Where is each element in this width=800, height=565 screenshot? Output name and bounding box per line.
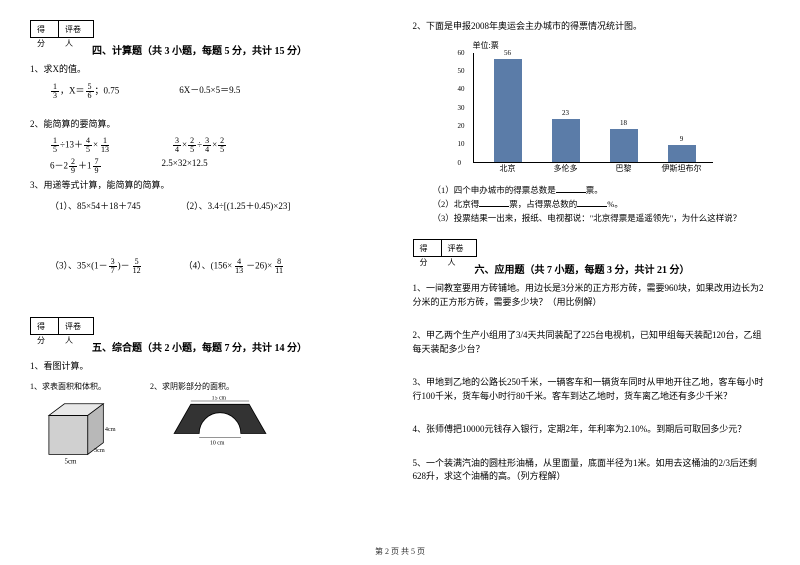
q6-4: 4、张师傅把10000元钱存入银行，定期2年，年利率为2.10%。到期后可取回多… [413,423,771,437]
q6-2: 2、甲乙两个生产小组用了3/4天共同装配了225台电视机，已知甲组每天装配120… [413,329,771,356]
arch-svg: 15 cm 10 cm [170,396,270,446]
bar-chart: 单位:票 010203040506056北京23多伦多18巴黎9伊斯坦布尔 [453,40,771,163]
q4-3a: （1）、85×54＋18＋745 [50,199,141,212]
section4-header: 得分 评卷人 [30,20,388,42]
q6-1: 1、一间教室要用方砖铺地。用边长是3分米的正方形方砖，需要960块，如果改用边长… [413,282,771,309]
q4-3-r1: （1）、85×54＋18＋745 （2）、3.4÷[(1.25＋0.45)×23… [50,199,388,212]
score-box: 得分 评卷人 [30,20,94,38]
figure-cube: 1、求表面积和体积。 5cm 4cm 3cm [30,381,120,466]
q4-3b: （2）、3.4÷[(1.25＋0.45)×23] [181,199,291,212]
left-column: 得分 评卷人 四、计算题（共 3 小题，每题 5 分，共计 15 分） 1、求X… [30,20,388,490]
bar-0: 56 [494,59,522,162]
q4-1-row: 13，X＝56；0.75 6X－0.5×5＝9.5 [50,83,388,100]
section6-title: 六、应用题（共 7 小题，每题 3 分，共计 21 分） [475,261,771,276]
score-label: 得分 [30,20,58,38]
page-footer: 第 2 页 共 5 页 [0,546,800,557]
section5-header: 得分 评卷人 [30,317,388,339]
q4-3-r2: （3）、35×(1－37)－512 （4）、(156×413－26)×811 [50,258,388,275]
section5-title: 五、综合题（共 2 小题，每题 7 分，共计 14 分） [92,339,388,354]
cube-svg: 5cm 4cm 3cm [40,396,120,466]
q4-2-r1: 15÷13＋45×113 34×25÷34×25 [50,137,388,154]
q4-2-r1b: 34×25÷34×25 [172,137,227,154]
r-q2-s1: （1）四个申办城市的得票总数是票。 [433,183,771,198]
q4-3d: （4）、(156×413－26)×811 [184,258,286,275]
right-column: 2、下面是申报2008年奥运会主办城市的得票情况统计图。 单位:票 010203… [413,20,771,490]
q4-2-r2: 6－229＋179 2.5×32×12.5 [50,158,388,175]
arch-top: 15 cm [212,396,227,401]
q4-1-stem: 1、求X的值。 [30,63,388,77]
r-q2-stem: 2、下面是申报2008年奥运会主办城市的得票情况统计图。 [413,20,771,34]
figures-row: 1、求表面积和体积。 5cm 4cm 3cm 2、求阴影部分的面积。 [30,381,388,466]
q6-5: 5、一个装满汽油的圆柱形油桶，从里面量，底面半径为1米。如用去这桶油的2/3后还… [413,457,771,484]
q4-1a: 13，X＝56；0.75 [50,83,119,100]
bar-3: 9 [668,145,696,162]
q6-3: 3、甲地到乙地的公路长250千米，一辆客车和一辆货车同时从甲地开往乙地，客车每小… [413,376,771,403]
section6-header: 得分 评卷人 [413,239,771,261]
q4-2-r2a: 6－229＋179 [50,158,102,175]
section4-title: 四、计算题（共 3 小题，每题 5 分，共计 15 分） [92,42,388,57]
q5-1: 1、看图计算。 [30,360,388,374]
q4-2-r2b: 2.5×32×12.5 [162,158,208,175]
arch-bottom: 10 cm [210,440,225,446]
cube-d: 3cm [94,447,105,454]
q4-3c: （3）、35×(1－37)－512 [50,258,144,275]
cube-h: 4cm [105,426,116,433]
r-q2-s2: （2）北京得票，占得票总数的%。 [433,197,771,212]
bar-2: 18 [610,129,638,162]
cube-w: 5cm [64,458,77,466]
q4-2-r1a: 15÷13＋45×113 [50,137,112,154]
figure-arch: 2、求阴影部分的面积。 15 cm 10 cm [150,381,270,466]
r-q2-s3: （3）投票结果一出来，报纸、电视都说："北京得票是遥遥领先"，为什么这样说？ [433,212,771,226]
q4-3-stem: 3、用递等式计算，能简算的简算。 [30,179,388,193]
bar-1: 23 [552,119,580,161]
grader-label: 评卷人 [58,20,94,38]
q4-1b: 6X－0.5×5＝9.5 [179,83,240,100]
q4-2-stem: 2、能简算的要简算。 [30,118,388,132]
